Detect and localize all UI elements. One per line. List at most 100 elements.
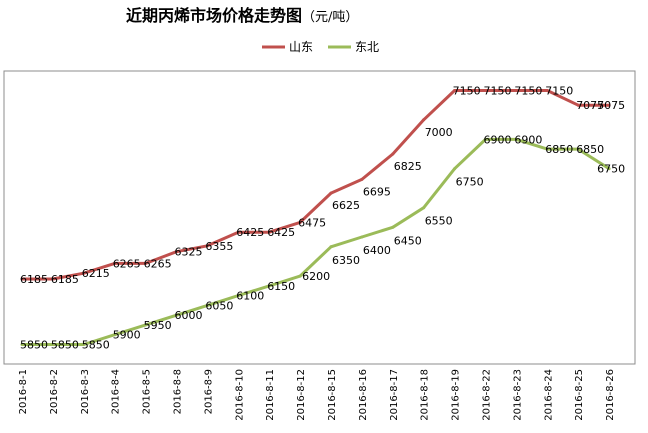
data-label: 6200 <box>302 270 330 283</box>
data-point <box>360 235 364 239</box>
data-point <box>82 271 86 275</box>
data-point <box>144 323 148 327</box>
data-point <box>391 152 395 156</box>
data-label: 6265 <box>144 257 172 270</box>
data-label: 6625 <box>332 199 360 212</box>
data-point <box>453 167 457 171</box>
legend-label-0: 山东 <box>289 40 313 54</box>
data-point <box>329 245 333 249</box>
data-point <box>545 147 549 151</box>
data-point <box>205 303 209 307</box>
data-point <box>205 244 209 248</box>
data-point <box>484 137 487 141</box>
data-point <box>175 250 178 254</box>
data-label: 6750 <box>456 176 484 189</box>
x-tick-label: 2016-8-4 <box>111 369 122 414</box>
x-tick-label: 2016-8-18 <box>420 369 431 421</box>
data-label: 6050 <box>205 299 233 312</box>
data-point <box>20 277 24 281</box>
data-point <box>236 230 240 234</box>
data-label: 6825 <box>394 160 422 173</box>
plot-area-border <box>3 70 636 365</box>
x-tick-label: 2016-8-11 <box>265 369 276 421</box>
x-tick-label: 2016-8-23 <box>512 369 523 421</box>
data-point <box>82 343 86 346</box>
x-tick-label: 2016-8-19 <box>451 369 462 421</box>
data-label: 5850 <box>51 339 79 352</box>
chart-title: 近期丙烯市场价格走势图 <box>126 6 302 25</box>
legend-label-1: 东北 <box>355 40 379 54</box>
data-label: 7150 <box>545 85 573 98</box>
data-point <box>51 343 55 346</box>
data-point <box>576 147 580 151</box>
data-point <box>391 225 395 229</box>
data-label: 6400 <box>363 244 391 257</box>
data-point <box>422 118 426 122</box>
data-label: 5850 <box>82 339 110 352</box>
data-label: 6475 <box>298 216 326 229</box>
x-tick-label: 2016-8-3 <box>80 369 91 414</box>
data-point <box>298 220 302 224</box>
x-tick-label: 2016-8-22 <box>482 369 493 421</box>
data-label: 7150 <box>453 85 481 98</box>
chart-title-unit: （元/吨） <box>302 10 358 25</box>
x-tick-label: 2016-8-10 <box>234 369 245 421</box>
data-label: 7075 <box>576 99 604 112</box>
data-label: 7150 <box>484 85 512 98</box>
data-point <box>576 103 580 107</box>
data-label: 6215 <box>82 267 110 280</box>
data-label: 6185 <box>20 273 48 286</box>
data-label: 6325 <box>175 246 203 259</box>
data-point <box>113 261 117 265</box>
data-point <box>484 89 487 92</box>
legend: 山东 东北 <box>262 40 379 54</box>
data-label: 7000 <box>425 126 453 139</box>
data-point <box>236 294 240 298</box>
x-tick-label: 2016-8-15 <box>327 369 338 421</box>
data-label: 6265 <box>113 257 141 270</box>
x-tick-label: 2016-8-1 <box>18 369 29 414</box>
data-label: 6850 <box>576 143 604 156</box>
data-label: 5850 <box>20 339 48 352</box>
x-tick-label: 2016-8-25 <box>574 369 585 421</box>
data-label: 6850 <box>545 143 573 156</box>
data-point <box>51 277 55 281</box>
series-layer <box>20 89 611 346</box>
data-label: 6150 <box>267 280 295 293</box>
data-point <box>267 284 271 288</box>
data-point <box>20 343 24 346</box>
data-point <box>267 230 271 234</box>
data-label: 6425 <box>267 226 295 239</box>
data-label: 6425 <box>236 226 264 239</box>
x-tick-label: 2016-8-17 <box>389 369 400 421</box>
x-tick-label: 2016-8-2 <box>49 369 60 414</box>
series-line-0 <box>22 89 610 281</box>
data-label: 5950 <box>144 319 172 332</box>
data-label: 6000 <box>175 309 203 322</box>
data-point <box>175 313 178 317</box>
x-tick-label: 2016-8-8 <box>173 369 184 414</box>
data-label: 7075 <box>597 99 625 112</box>
data-point <box>453 89 457 92</box>
data-label: 6100 <box>236 290 264 303</box>
data-label: 6900 <box>484 133 512 146</box>
data-point <box>144 261 148 265</box>
x-tick-labels: 2016-8-1 2016-8-2 2016-8-3 2016-8-4 2016-8-5… <box>18 369 616 421</box>
data-label: 6750 <box>597 163 625 176</box>
data-label: 6350 <box>332 254 360 267</box>
data-label: 5900 <box>113 329 141 342</box>
data-label: 6185 <box>51 273 79 286</box>
data-point <box>422 206 426 210</box>
data-label: 6550 <box>425 215 453 228</box>
x-tick-label: 2016-8-16 <box>358 369 369 421</box>
x-tick-label: 2016-8-24 <box>543 369 554 421</box>
data-point <box>113 333 117 337</box>
data-label: 6450 <box>394 234 422 247</box>
series-line-1 <box>22 137 610 346</box>
data-point <box>514 89 518 92</box>
data-point <box>607 103 611 107</box>
data-label: 6695 <box>363 185 391 198</box>
x-tick-label: 2016-8-26 <box>605 369 616 421</box>
